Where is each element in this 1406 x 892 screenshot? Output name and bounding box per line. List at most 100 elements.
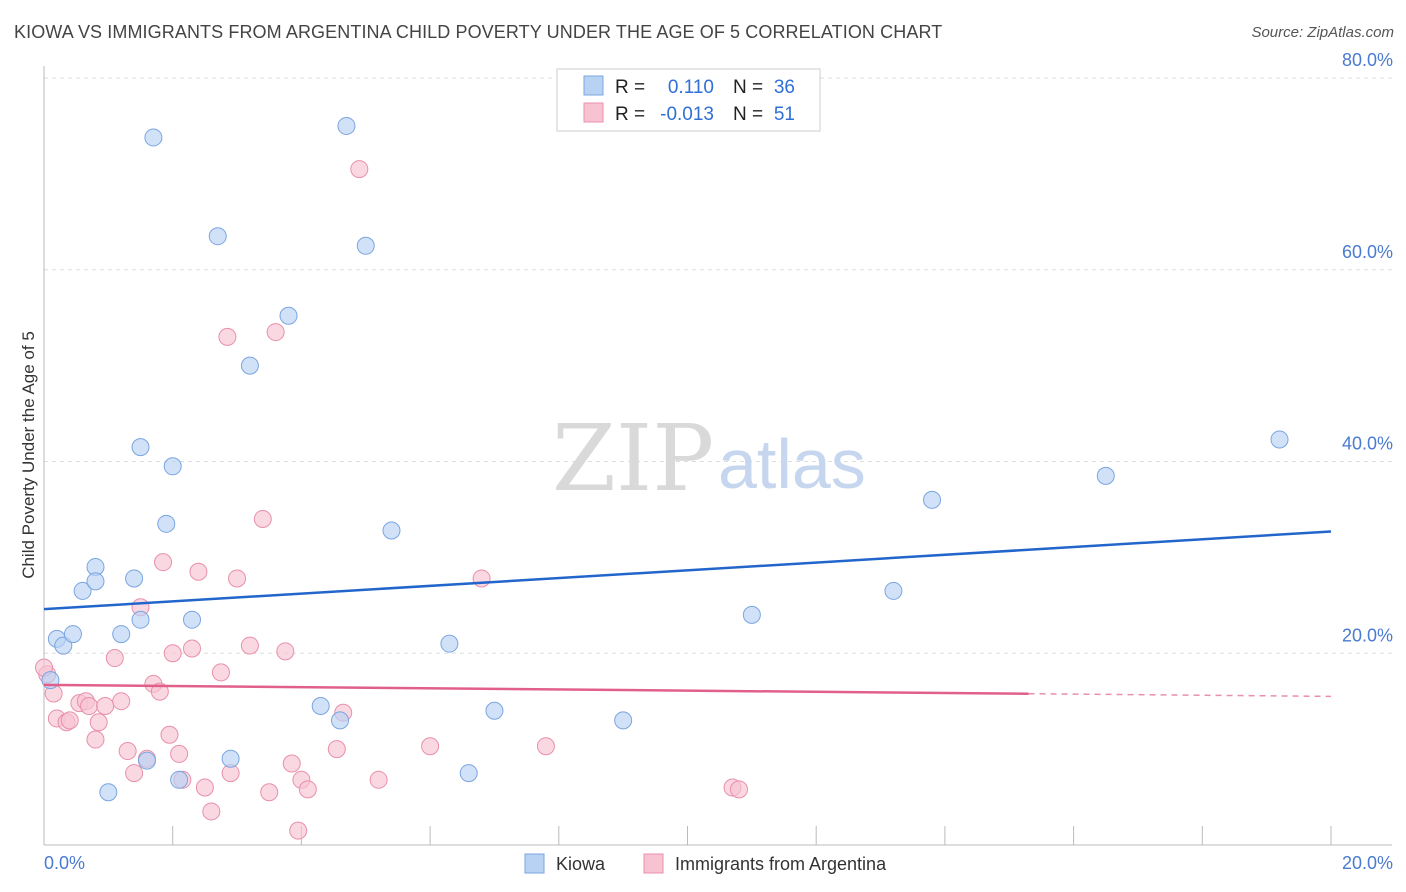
argentina-point <box>211 663 230 682</box>
points-layer <box>35 116 1289 840</box>
correlation-legend: R = 0.110 N = 36 R = -0.013 N = 51 <box>556 68 821 132</box>
legend-argentina-r-label: R = <box>615 104 645 125</box>
kiowa-point <box>382 521 401 540</box>
kiowa-point <box>63 625 82 644</box>
argentina-point <box>276 642 295 661</box>
y-axis-label: Child Poverty Under the Age of 5 <box>19 331 38 579</box>
argentina-trend-line <box>43 683 1029 695</box>
argentina-point <box>327 740 346 759</box>
watermark-atlas: atlas <box>718 425 866 503</box>
kiowa-point <box>742 605 761 624</box>
kiowa-point <box>144 128 163 147</box>
axes-layer: 20.0% 40.0% 60.0% 80.0% 0.0% 20.0% <box>43 50 1393 873</box>
argentina-point <box>472 569 491 588</box>
argentina-point <box>160 725 179 744</box>
argentina-point <box>240 636 259 655</box>
kiowa-point <box>1270 430 1289 449</box>
kiowa-point <box>99 783 118 802</box>
kiowa-point <box>884 581 903 600</box>
kiowa-point <box>459 764 478 783</box>
source-label: Source: ZipAtlas.com <box>1251 24 1394 41</box>
argentina-point <box>96 696 115 715</box>
kiowa-point <box>163 457 182 476</box>
argentina-point <box>125 764 144 783</box>
argentina-point <box>218 327 237 346</box>
chart-title: KIOWA VS IMMIGRANTS FROM ARGENTINA CHILD… <box>14 22 943 42</box>
argentina-point <box>112 692 131 711</box>
kiowa-point <box>614 711 633 730</box>
y-tick-label: 40.0% <box>1342 434 1393 454</box>
argentina-point <box>536 737 555 756</box>
argentina-point <box>183 639 202 658</box>
argentina-point <box>189 562 208 581</box>
y-tick-label: 80.0% <box>1342 50 1393 70</box>
kiowa-trend-line <box>43 530 1332 611</box>
argentina-point <box>253 510 272 529</box>
kiowa-point <box>137 751 156 770</box>
argentina-point <box>80 696 99 715</box>
x-tick-label: 0.0% <box>44 853 85 873</box>
argentina-point <box>298 780 317 799</box>
argentina-point <box>105 649 124 668</box>
bottom-legend-argentina-swatch <box>643 853 664 874</box>
legend-kiowa-r-value: 0.110 <box>668 77 714 98</box>
argentina-point <box>260 783 279 802</box>
kiowa-point <box>331 711 350 730</box>
argentina-point <box>421 737 440 756</box>
legend-kiowa-n-value: 36 <box>774 77 795 98</box>
argentina-point <box>369 770 388 789</box>
argentina-point <box>150 682 169 701</box>
kiowa-point <box>208 227 227 246</box>
kiowa-point <box>86 572 105 591</box>
kiowa-point <box>221 749 240 768</box>
argentina-point <box>89 713 108 732</box>
legend-argentina-swatch <box>583 102 604 123</box>
kiowa-point <box>73 581 92 600</box>
legend-kiowa-r-label: R = <box>615 77 645 98</box>
trend-layer <box>43 530 1332 698</box>
kiowa-point <box>923 490 942 509</box>
legend-argentina-r-value: -0.013 <box>660 104 714 125</box>
argentina-point <box>282 754 301 773</box>
argentina-point <box>163 644 182 663</box>
kiowa-point <box>157 514 176 533</box>
kiowa-point <box>1096 466 1115 485</box>
argentina-point <box>729 780 748 799</box>
argentina-point <box>350 160 369 179</box>
legend-kiowa-swatch <box>583 75 604 96</box>
argentina-point <box>118 742 137 761</box>
kiowa-point <box>240 356 259 375</box>
legend-argentina-n-value: 51 <box>774 104 795 125</box>
argentina-point <box>86 730 105 749</box>
kiowa-point <box>279 306 298 325</box>
argentina-point <box>195 778 214 797</box>
kiowa-point <box>170 770 189 789</box>
argentina-point <box>154 553 173 572</box>
argentina-point <box>289 821 308 840</box>
series-legend: Kiowa Immigrants from Argentina <box>524 853 887 874</box>
kiowa-point <box>112 625 131 644</box>
bottom-legend-kiowa-label: Kiowa <box>556 854 606 874</box>
argentina-point <box>228 569 247 588</box>
kiowa-point <box>131 610 150 629</box>
kiowa-point <box>485 701 504 720</box>
y-tick-label: 60.0% <box>1342 242 1393 262</box>
argentina-point <box>202 802 221 821</box>
kiowa-point <box>54 636 73 655</box>
argentina-point <box>60 711 79 730</box>
kiowa-point <box>356 236 375 255</box>
kiowa-point <box>337 116 356 135</box>
watermark-zip: ZIP <box>552 405 714 512</box>
kiowa-point <box>125 569 144 588</box>
watermark: ZIP atlas <box>552 405 866 512</box>
argentina-trend-line-extension <box>1028 692 1332 698</box>
kiowa-point <box>183 610 202 629</box>
bottom-legend-kiowa-swatch <box>524 853 545 874</box>
argentina-point <box>266 323 285 342</box>
bottom-legend-argentina-label: Immigrants from Argentina <box>675 854 887 874</box>
x-tick-label: 20.0% <box>1342 853 1393 873</box>
grid-layer <box>44 77 1392 654</box>
kiowa-point <box>440 634 459 653</box>
legend-argentina-n-label: N = <box>733 104 763 125</box>
